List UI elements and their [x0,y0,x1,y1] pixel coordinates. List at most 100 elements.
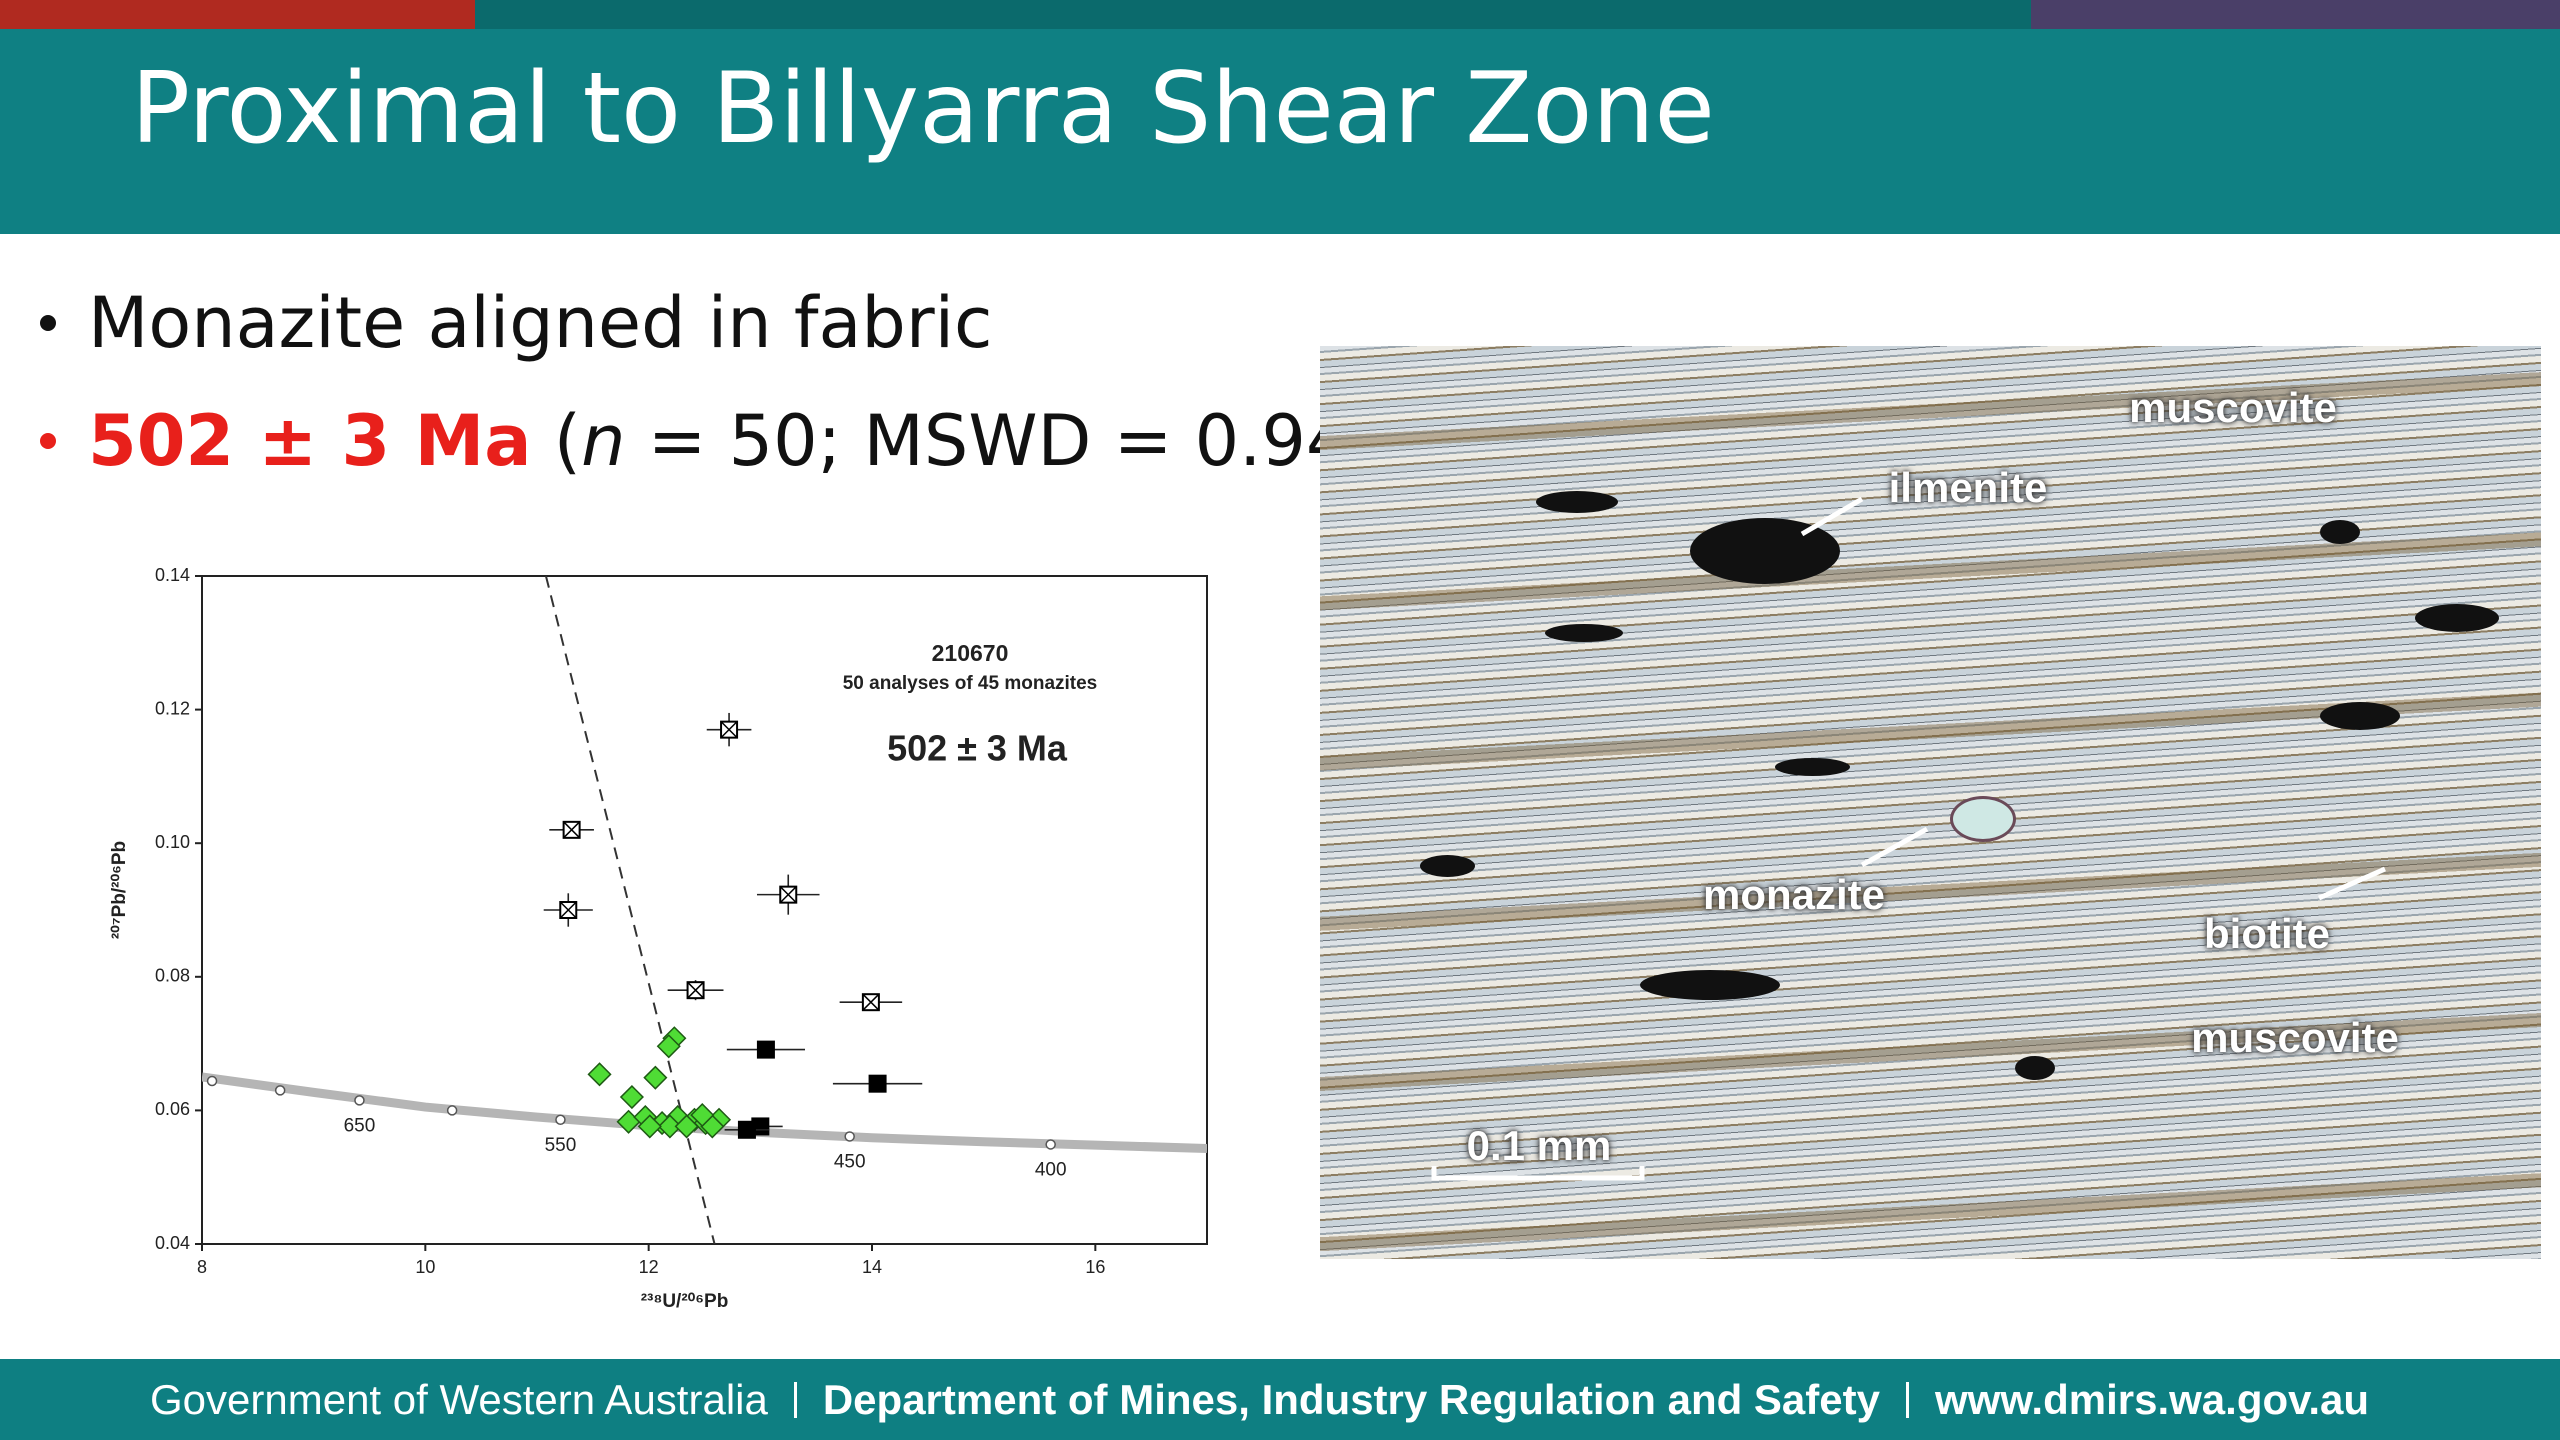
mineral-label: muscovite [2129,384,2337,431]
marker-box [737,1120,756,1139]
data-point [686,981,705,1000]
data-point [616,1109,641,1134]
y-tick-label: 0.08 [155,966,190,986]
footer-link[interactable]: www.dmirs.wa.gov.au [1934,1375,2370,1423]
data-point [756,1040,775,1059]
concordia-point [555,1114,566,1126]
y-tick-label: 0.04 [155,1233,190,1253]
chart: 0.04 0.06 0.08 0.10 0.12 0.14 8 10 12 14 16 ²³⁸U/²⁰… [109,565,1208,1312]
data-point [720,720,739,739]
data-point [637,1114,662,1139]
bullet-dot [40,433,56,449]
top-bar-segment [475,0,2031,29]
separator [1905,1381,1909,1418]
monazite-grain [1950,796,2016,842]
y-tick-label: 0.12 [155,698,190,718]
pointer-layer [1431,496,2387,1181]
concordia-point [844,1131,855,1142]
annotation: 502 ± 3 Ma [887,728,1068,769]
bullet: Monazite aligned in fabric [40,282,993,364]
age: 502 ± 3 Ma [88,400,532,482]
mineral-label: monazite [1702,871,1886,918]
top-bar-segment [0,0,475,29]
data-point [657,1114,682,1139]
mineral-label: ilmenite [1888,464,2048,511]
x-tick-label: 10 [415,1257,435,1277]
mineral-grain [1545,624,1623,642]
concordia-point [354,1095,365,1106]
mineral-grain [1420,855,1475,877]
age-label: 650 [344,1115,376,1136]
pointer [1800,496,1864,537]
mineral-grain [1640,970,1780,1000]
mineral-grain [2015,1056,2055,1080]
bullet-dot [40,315,56,331]
mineral-grain [1536,491,1618,513]
concordia-point [1045,1139,1056,1150]
age-label: 400 [1035,1159,1067,1180]
concordia-point [206,1075,218,1087]
marker-box [868,1074,887,1093]
x-tick-label: 8 [197,1257,207,1277]
marker-cross [720,721,738,739]
top-bar [0,0,2560,29]
scale-label: 0.1 mm [1466,1122,1612,1169]
micrograph: muscovite ilmenite monazite biotite musc… [1320,346,2541,1259]
footer: Government of Western Australia Departme… [0,1359,2560,1440]
mineral-grain [2320,520,2360,544]
bullet-text: = 50; MSWD = 0.94) [625,400,1378,482]
y-tick-label: 0.10 [155,832,190,852]
plot-frame [201,575,1208,1245]
age-label: 450 [834,1151,866,1172]
data-point [674,1114,699,1139]
scale-bar [1431,1166,1645,1181]
header [0,29,2560,234]
data-point [690,1103,715,1128]
marker-cross [862,993,880,1011]
mineral-grain [1775,758,1850,776]
age-label: 550 [545,1135,577,1156]
concordia-point [446,1105,458,1116]
x-tick-label: 16 [1085,1257,1105,1277]
data-point [868,1074,887,1093]
data-point [559,901,578,919]
marker-cross [563,821,581,839]
data-point [779,885,798,904]
y-tick-label: 0.14 [155,565,190,585]
pointer [2317,866,2387,901]
mineral-grain [2415,604,2499,632]
data-point [643,1065,668,1090]
data-point [656,1034,681,1059]
regression-line [544,575,716,1245]
concordia-point [274,1085,286,1096]
top-bar-segment [2031,0,2560,29]
marker-cross [687,981,705,999]
annotation: 50 analyses of 45 monazites [843,673,1098,694]
mineral-label: biotite [2204,910,2330,957]
separator [793,1381,797,1418]
bullet-text: ( [553,400,582,482]
y-axis-label: ²⁰⁷Pb/²⁰⁶Pb [109,841,130,939]
x-axis-label: ²³⁸U/²⁰⁶Pb [641,1291,729,1312]
bullet-text: n [581,400,626,482]
data-point [587,1062,612,1087]
footer-text: Government of Western Australia [150,1375,768,1423]
bullet: 502 ± 3 Ma (n = 50; MSWD = 0.94) [40,400,1378,482]
marker-cross [559,901,577,919]
mineral-label: muscovite [2191,1014,2399,1061]
data-point [619,1084,644,1110]
x-tick-label: 12 [639,1257,659,1277]
footer-text: Department of Mines, Industry Regulation… [822,1375,1880,1423]
pointer [1860,826,1929,868]
y-tick-label: 0.06 [155,1099,190,1119]
data-point [737,1120,756,1139]
data-point [562,820,581,839]
annotation: 210670 [932,640,1009,666]
x-tick-label: 14 [862,1257,882,1277]
slide-title: Proximal to Billyarra Shear Zone [131,52,1715,166]
mineral-grain [2320,702,2400,730]
marker-cross [779,886,797,904]
bullet-text: Monazite aligned in fabric [88,282,993,364]
marker-box [756,1040,775,1059]
